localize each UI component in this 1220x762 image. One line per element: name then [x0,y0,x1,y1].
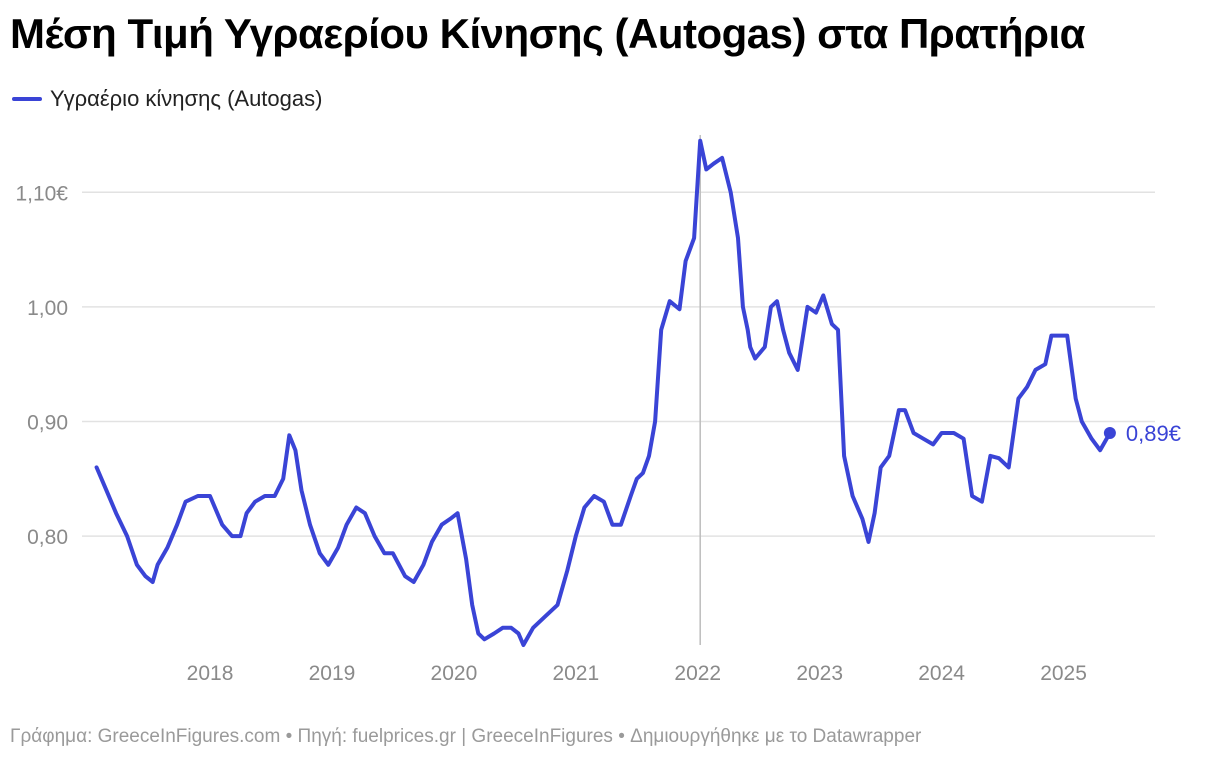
end-value-label: 0,89€ [1126,421,1181,446]
legend-swatch [12,97,42,101]
line-chart: 0,800,901,001,10€ 2018 2019 2020 2021 2022 20… [15,135,1181,685]
source-footer: Γράφημα: GreeceInFigures.com • Πηγή: fue… [10,726,922,747]
x-tick-label: 2024 [918,662,965,685]
x-axis: 2018 2019 2020 2021 2022 2023 2024 2025 [187,662,1087,685]
x-tick-label: 2019 [309,662,356,685]
y-tick-label: 0,80 [27,526,68,549]
x-tick-label: 2018 [187,662,234,685]
chart-title: Μέση Τιμή Υγραερίου Κίνησης (Autogas) στ… [10,10,1085,57]
gridlines [82,191,1155,537]
x-tick-label: 2023 [796,662,843,685]
legend: Υγραέριο κίνησης (Autogas) [12,86,322,112]
end-point-marker [1103,426,1116,439]
y-tick-label: 1,10€ [15,182,68,205]
y-tick-label: 1,00 [27,297,68,320]
y-axis: 0,80 0,90 1,00 1,10€ [15,182,68,549]
x-tick-label: 2020 [431,662,478,685]
x-tick-label: 2021 [552,662,599,685]
x-tick-label: 2025 [1040,662,1087,685]
series-line-autogas [94,138,1112,647]
legend-label: Υγραέριο κίνησης (Autogas) [50,86,323,111]
x-tick-label: 2022 [674,662,721,685]
y-tick-label: 0,90 [27,412,68,435]
